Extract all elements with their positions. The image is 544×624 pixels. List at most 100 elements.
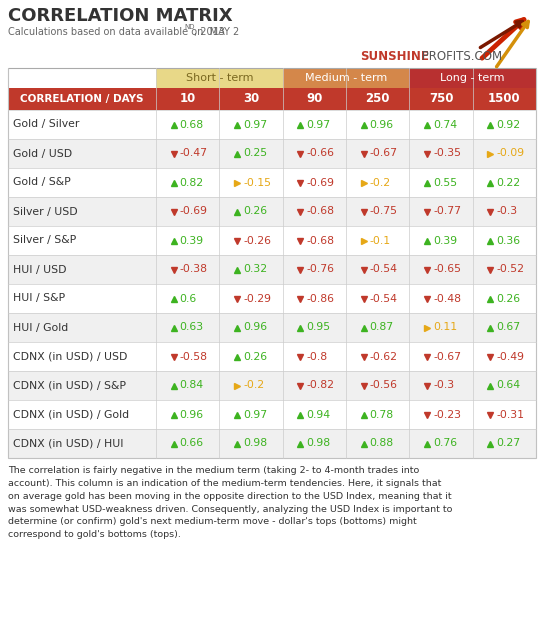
Text: HUI / S&P: HUI / S&P bbox=[13, 293, 65, 303]
Text: CORRELATION MATRIX: CORRELATION MATRIX bbox=[8, 7, 233, 25]
Bar bbox=[156, 68, 283, 88]
Text: -0.48: -0.48 bbox=[433, 293, 461, 303]
Text: Medium - term: Medium - term bbox=[305, 73, 387, 83]
Text: 0.98: 0.98 bbox=[243, 439, 267, 449]
Text: The correlation is fairly negative in the medium term (taking 2- to 4-month trad: The correlation is fairly negative in th… bbox=[8, 466, 453, 539]
Bar bbox=[8, 88, 536, 110]
Text: -0.58: -0.58 bbox=[180, 351, 208, 361]
Text: Silver / USD: Silver / USD bbox=[13, 207, 78, 217]
Text: 0.67: 0.67 bbox=[496, 323, 521, 333]
Text: 0.26: 0.26 bbox=[496, 293, 521, 303]
Bar bbox=[8, 313, 536, 342]
Text: 0.87: 0.87 bbox=[370, 323, 394, 333]
Text: -0.76: -0.76 bbox=[306, 265, 335, 275]
Text: -0.75: -0.75 bbox=[370, 207, 398, 217]
Text: -0.54: -0.54 bbox=[370, 293, 398, 303]
Bar bbox=[8, 139, 536, 168]
Text: CDNX (in USD) / HUI: CDNX (in USD) / HUI bbox=[13, 439, 123, 449]
Text: -0.54: -0.54 bbox=[370, 265, 398, 275]
Bar bbox=[8, 342, 536, 371]
Text: HUI / Gold: HUI / Gold bbox=[13, 323, 68, 333]
Text: -0.35: -0.35 bbox=[433, 149, 461, 158]
Text: 0.39: 0.39 bbox=[433, 235, 457, 245]
Text: 0.97: 0.97 bbox=[243, 120, 267, 130]
Text: 0.96: 0.96 bbox=[180, 409, 204, 419]
Text: -0.67: -0.67 bbox=[433, 351, 461, 361]
Text: 0.26: 0.26 bbox=[243, 207, 267, 217]
Bar bbox=[409, 68, 536, 88]
Text: -0.15: -0.15 bbox=[243, 177, 271, 187]
Text: 0.22: 0.22 bbox=[496, 177, 521, 187]
Text: 0.84: 0.84 bbox=[180, 381, 204, 391]
Text: 0.94: 0.94 bbox=[306, 409, 330, 419]
Text: -0.3: -0.3 bbox=[496, 207, 517, 217]
Text: 10: 10 bbox=[180, 92, 196, 105]
Text: -0.86: -0.86 bbox=[306, 293, 335, 303]
Text: -0.2: -0.2 bbox=[243, 381, 264, 391]
Text: 0.6: 0.6 bbox=[180, 293, 197, 303]
Text: Silver / S&P: Silver / S&P bbox=[13, 235, 76, 245]
Bar bbox=[8, 226, 536, 255]
Text: Gold / S&P: Gold / S&P bbox=[13, 177, 71, 187]
Text: 0.63: 0.63 bbox=[180, 323, 204, 333]
Text: -0.56: -0.56 bbox=[370, 381, 398, 391]
Text: 0.55: 0.55 bbox=[433, 177, 457, 187]
Text: 0.92: 0.92 bbox=[496, 120, 521, 130]
Text: Calculations based on data available on  MAY 2: Calculations based on data available on … bbox=[8, 27, 239, 37]
Text: -0.29: -0.29 bbox=[243, 293, 271, 303]
Text: -0.09: -0.09 bbox=[496, 149, 524, 158]
Text: -0.38: -0.38 bbox=[180, 265, 208, 275]
Bar bbox=[8, 255, 536, 284]
Text: 0.76: 0.76 bbox=[433, 439, 457, 449]
Text: 0.25: 0.25 bbox=[243, 149, 267, 158]
Text: -0.31: -0.31 bbox=[496, 409, 524, 419]
Bar bbox=[283, 68, 409, 88]
Text: -0.82: -0.82 bbox=[306, 381, 335, 391]
Text: CORRELATION / DAYS: CORRELATION / DAYS bbox=[20, 94, 144, 104]
Text: -0.66: -0.66 bbox=[306, 149, 335, 158]
Text: 90: 90 bbox=[306, 92, 323, 105]
Text: 1500: 1500 bbox=[488, 92, 521, 105]
Text: CDNX (in USD) / Gold: CDNX (in USD) / Gold bbox=[13, 409, 129, 419]
Text: -0.47: -0.47 bbox=[180, 149, 208, 158]
Text: 0.74: 0.74 bbox=[433, 120, 457, 130]
Text: 0.27: 0.27 bbox=[496, 439, 521, 449]
Text: -0.69: -0.69 bbox=[306, 177, 335, 187]
Text: ND: ND bbox=[184, 24, 195, 30]
Text: -0.1: -0.1 bbox=[370, 235, 391, 245]
Text: Short - term: Short - term bbox=[186, 73, 253, 83]
Text: -0.49: -0.49 bbox=[496, 351, 524, 361]
Text: -0.65: -0.65 bbox=[433, 265, 461, 275]
Text: 0.32: 0.32 bbox=[243, 265, 267, 275]
Text: -0.62: -0.62 bbox=[370, 351, 398, 361]
Text: -0.26: -0.26 bbox=[243, 235, 271, 245]
Text: -0.23: -0.23 bbox=[433, 409, 461, 419]
Text: , 2013: , 2013 bbox=[194, 27, 225, 37]
Text: 0.64: 0.64 bbox=[496, 381, 521, 391]
Text: Gold / USD: Gold / USD bbox=[13, 149, 72, 158]
Text: 0.97: 0.97 bbox=[306, 120, 330, 130]
Text: -0.8: -0.8 bbox=[306, 351, 327, 361]
Text: -0.69: -0.69 bbox=[180, 207, 208, 217]
Bar bbox=[8, 68, 536, 458]
Text: 0.88: 0.88 bbox=[370, 439, 394, 449]
Text: -0.2: -0.2 bbox=[370, 177, 391, 187]
Text: 30: 30 bbox=[243, 92, 259, 105]
Text: -0.77: -0.77 bbox=[433, 207, 461, 217]
Text: PROFITS.COM: PROFITS.COM bbox=[418, 50, 502, 63]
Text: Long - term: Long - term bbox=[441, 73, 505, 83]
Text: 250: 250 bbox=[366, 92, 390, 105]
Text: 0.11: 0.11 bbox=[433, 323, 457, 333]
Text: HUI / USD: HUI / USD bbox=[13, 265, 66, 275]
Bar bbox=[8, 284, 536, 313]
Text: 0.68: 0.68 bbox=[180, 120, 204, 130]
Text: -0.52: -0.52 bbox=[496, 265, 524, 275]
Bar bbox=[8, 168, 536, 197]
Text: 0.36: 0.36 bbox=[496, 235, 521, 245]
Text: 0.82: 0.82 bbox=[180, 177, 204, 187]
Text: 0.26: 0.26 bbox=[243, 351, 267, 361]
Text: 750: 750 bbox=[429, 92, 453, 105]
Text: 0.78: 0.78 bbox=[370, 409, 394, 419]
Text: 0.96: 0.96 bbox=[370, 120, 394, 130]
Text: 0.39: 0.39 bbox=[180, 235, 204, 245]
